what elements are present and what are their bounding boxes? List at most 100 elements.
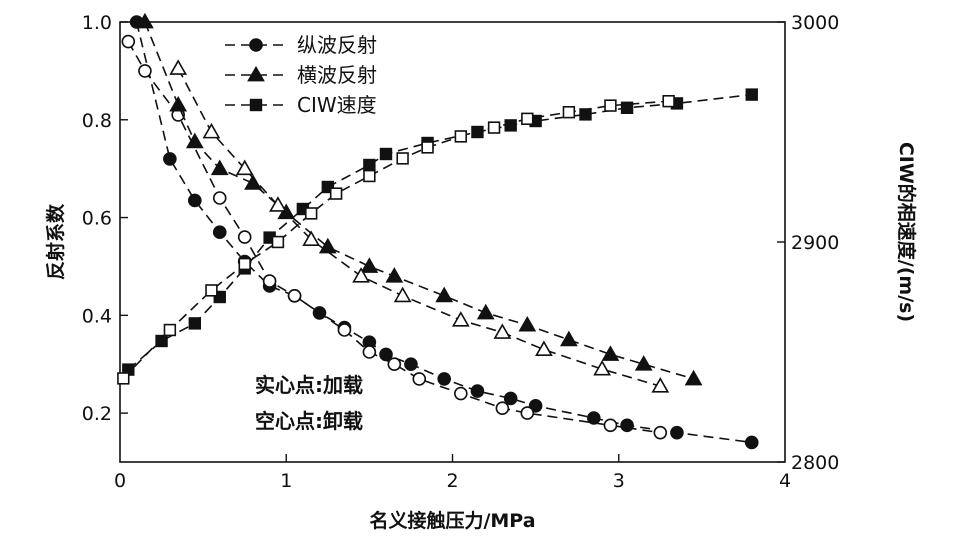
data-point-triangle-filled [518, 315, 537, 332]
y-left-tick-label: 0.4 [82, 305, 112, 327]
y-left-tick-label: 0.2 [82, 403, 112, 425]
x-tick-label: 2 [446, 470, 458, 492]
data-point-circle-filled [379, 347, 393, 362]
data-point-circle-filled [503, 391, 518, 406]
data-point-circle-hollow [212, 191, 227, 205]
x-tick-label: 3 [613, 470, 625, 492]
data-point-square-hollow [329, 187, 343, 200]
data-point-triangle-hollow [535, 340, 553, 356]
annotation-text: 空心点:卸载 [255, 409, 363, 433]
series-line-circle-loading [135, 21, 752, 444]
data-point-square-hollow [271, 235, 285, 249]
y-left-axis-title: 反射系数 [44, 203, 67, 280]
data-point-triangle-hollow [169, 59, 188, 75]
data-point-triangle-hollow [202, 122, 221, 139]
data-point-square-filled [620, 101, 634, 115]
data-point-circle-hollow [337, 323, 352, 337]
data-point-triangle-filled [244, 174, 262, 190]
data-point-circle-filled [163, 152, 177, 166]
data-point-square-hollow [521, 112, 534, 126]
data-point-triangle-filled [435, 286, 454, 303]
data-point-square-filled [213, 290, 226, 304]
data-point-circle-hollow [237, 230, 252, 244]
data-point-circle-filled [404, 357, 418, 372]
data-point-circle-filled [212, 225, 227, 240]
data-point-square-filled [363, 158, 376, 172]
data-point-circle-hollow [262, 274, 277, 288]
data-point-square-hollow [454, 130, 468, 143]
data-point-triangle-hollow [651, 377, 670, 393]
legend-marker-circle [249, 38, 263, 52]
data-point-circle-filled [470, 384, 485, 398]
data-point-square-filled [504, 119, 517, 132]
data-point-square-hollow [562, 106, 576, 119]
y-left-tick-label: 0.8 [82, 110, 112, 132]
x-tick-label: 1 [280, 470, 292, 492]
data-point-square-hollow [205, 284, 218, 297]
data-point-square-hollow [396, 152, 409, 165]
legend-label: 横波反射 [297, 63, 377, 87]
data-point-triangle-hollow [451, 311, 470, 327]
y-right-tick-label: 2900 [791, 232, 839, 254]
x-tick-label: 0 [114, 470, 126, 492]
data-point-triangle-filled [210, 159, 229, 176]
data-point-triangle-filled [185, 132, 204, 149]
data-point-circle-hollow [454, 386, 468, 401]
data-point-square-hollow [117, 372, 130, 385]
data-point-circle-hollow [520, 406, 535, 420]
x-tick-label: 4 [779, 470, 791, 492]
data-point-triangle-filled [136, 12, 154, 29]
legend-label: CIW速度 [297, 93, 377, 117]
series-line-triangle-loading [144, 21, 694, 380]
data-point-triangle-hollow [493, 323, 512, 339]
data-point-triangle-hollow [269, 196, 287, 212]
data-point-triangle-hollow [593, 359, 612, 376]
data-point-square-hollow [421, 141, 434, 154]
data-point-triangle-filled [684, 369, 703, 386]
data-point-square-hollow [304, 207, 318, 220]
data-point-square-filled [155, 334, 168, 348]
data-point-circle-filled [437, 372, 451, 386]
data-point-triangle-filled [318, 237, 337, 254]
y-right-tick-label: 3000 [791, 12, 839, 34]
data-point-triangle-filled [385, 267, 404, 283]
data-point-square-hollow [662, 95, 675, 108]
data-point-square-hollow [487, 121, 501, 134]
data-point-circle-hollow [387, 357, 402, 372]
data-point-circle-hollow [121, 34, 136, 49]
data-point-circle-hollow [653, 425, 668, 440]
data-point-circle-filled [744, 435, 759, 450]
data-point-square-hollow [604, 99, 617, 112]
annotation-text: 实心点:加载 [255, 373, 363, 397]
data-point-circle-hollow [495, 401, 510, 416]
data-point-triangle-hollow [235, 159, 254, 176]
y-right-tick-label: 2800 [791, 452, 839, 474]
data-point-triangle-hollow [302, 230, 321, 246]
y-right-axis-title: CIW的相速度/(m/s) [895, 142, 918, 322]
data-point-square-filled [379, 147, 393, 161]
plot-frame [119, 21, 786, 463]
data-point-triangle-filled [360, 257, 379, 273]
data-point-square-filled [321, 180, 335, 194]
data-point-circle-hollow [412, 372, 427, 386]
data-point-circle-filled [188, 193, 202, 208]
series-line-triangle-unloading [177, 68, 661, 387]
legend-marker-square [249, 98, 263, 112]
data-point-square-filled [579, 108, 592, 121]
series-line-square-unloading [122, 100, 669, 379]
data-point-circle-filled [670, 425, 684, 440]
data-point-triangle-hollow [352, 267, 370, 283]
data-point-circle-hollow [362, 345, 377, 359]
legend-label: 纵波反射 [297, 33, 377, 57]
data-point-square-filled [745, 88, 758, 101]
data-point-triangle-filled [476, 303, 495, 320]
data-point-square-hollow [363, 169, 376, 183]
data-point-circle-filled [620, 418, 634, 433]
y-left-tick-label: 1.0 [82, 12, 112, 34]
y-left-tick-label: 0.6 [82, 208, 112, 230]
legend-marker-triangle [247, 65, 265, 82]
data-point-triangle-hollow [393, 286, 412, 303]
data-point-circle-filled [587, 411, 601, 425]
data-point-square-hollow [163, 323, 177, 337]
